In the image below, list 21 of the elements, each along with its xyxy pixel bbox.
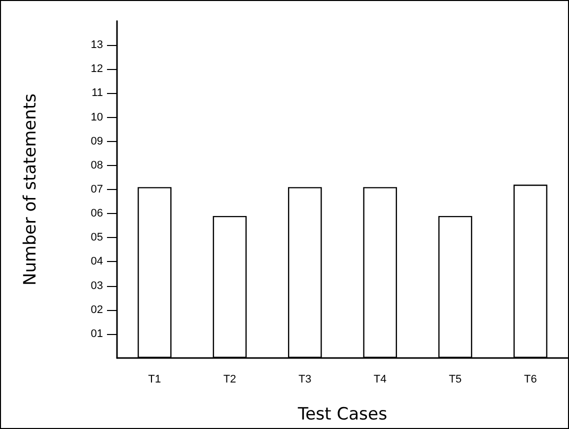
y-tick-label: 12 <box>90 63 103 76</box>
x-tick-label: T2 <box>223 374 236 386</box>
x-tick-label: T5 <box>448 374 462 386</box>
x-tick-label: T4 <box>374 374 387 386</box>
x-tick-label: T1 <box>148 374 162 386</box>
y-tick-label: 01 <box>90 328 103 340</box>
y-tick-label: 07 <box>90 184 103 196</box>
x-tick-label: T6 <box>524 374 537 386</box>
y-tick-label: 03 <box>90 280 103 292</box>
y-tick-label: 10 <box>90 111 103 124</box>
y-tick-label: 06 <box>90 208 103 220</box>
x-tick-label: T3 <box>298 374 312 386</box>
y-tick-label: 02 <box>90 304 103 316</box>
y-tick-label: 11 <box>92 87 103 100</box>
y-tick-label: 13 <box>90 39 103 52</box>
y-axis-title: Number of statements <box>20 93 40 286</box>
y-tick-label: 04 <box>90 256 103 268</box>
x-axis-title: Test Cases <box>296 404 388 424</box>
y-tick-label: 09 <box>90 135 103 148</box>
y-tick-label: 08 <box>90 159 103 172</box>
y-tick-label: 05 <box>90 232 103 244</box>
